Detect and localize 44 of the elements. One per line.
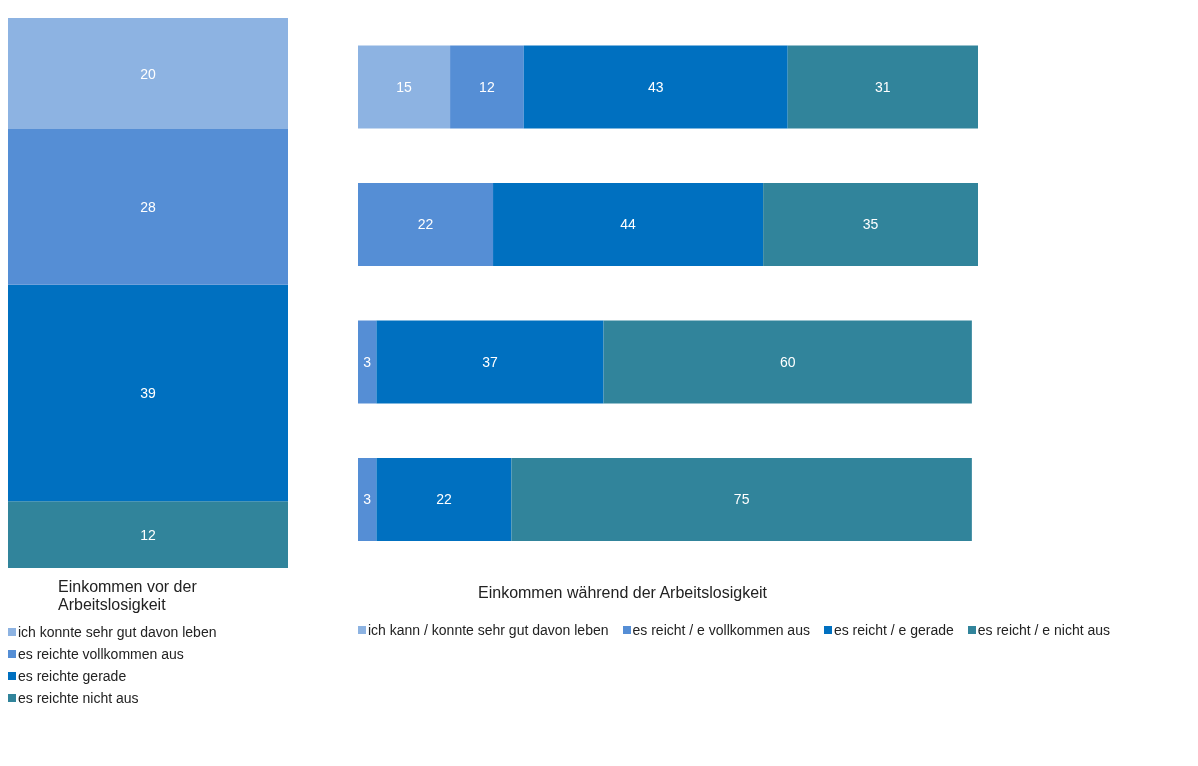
legend-label: es reicht / e vollkommen aus: [631, 622, 810, 638]
data-label: 22: [436, 491, 452, 508]
data-label: 22: [417, 216, 434, 233]
data-label: 75: [733, 491, 750, 508]
bar: [358, 45, 451, 129]
data-label: 12: [140, 526, 156, 543]
bar: [511, 458, 972, 541]
bar: [8, 284, 288, 502]
bar: [763, 183, 978, 266]
data-label: 12: [479, 78, 495, 95]
legend-label: ich kann / konnte sehr gut davon leben: [367, 622, 609, 638]
data-label: 28: [140, 198, 156, 215]
data-label: 15: [396, 78, 413, 95]
bar: [603, 320, 972, 404]
data-label: 35: [862, 216, 879, 233]
bar: [523, 45, 788, 129]
bar: [450, 45, 524, 129]
bar: [358, 183, 494, 266]
data-label: 20: [140, 65, 156, 82]
bar: [376, 320, 604, 404]
legend-label: es reichte vollkommen aus: [17, 646, 185, 662]
legend-label: es reichte nicht aus: [17, 690, 140, 706]
bar: [8, 18, 288, 130]
data-label: 3: [363, 491, 372, 508]
legend-label: es reicht / e nicht aus: [976, 622, 1111, 638]
bar: [493, 183, 764, 266]
bar: [376, 458, 512, 541]
bar: [8, 501, 288, 568]
legend-label: ich konnte sehr gut davon leben: [17, 624, 218, 640]
data-label: 31: [875, 78, 891, 95]
legend-label: es reichte gerade: [17, 668, 128, 684]
data-label: 60: [779, 353, 796, 370]
bar: [8, 129, 288, 285]
data-label: 37: [482, 353, 498, 370]
data-label: 44: [620, 216, 637, 233]
bar: [358, 458, 377, 541]
bar: [787, 45, 978, 129]
x-axis-title: Einkommen vor der Arbeitslosigkeit: [58, 578, 198, 614]
bar: [358, 320, 377, 404]
legend-label: es reicht / e gerade: [832, 622, 954, 638]
data-label: 3: [363, 353, 372, 370]
data-label: 39: [140, 384, 156, 401]
x-axis-title: Einkommen während der Arbeitslosigkeit: [478, 584, 769, 602]
data-label: 43: [647, 78, 664, 95]
